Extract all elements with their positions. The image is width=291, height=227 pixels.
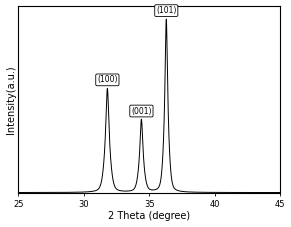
Text: (001): (001) — [131, 106, 152, 116]
Y-axis label: Intensity(a.u.): Intensity(a.u.) — [6, 66, 15, 134]
X-axis label: 2 Theta (degree): 2 Theta (degree) — [108, 211, 190, 222]
Text: (101): (101) — [156, 6, 176, 15]
Text: (100): (100) — [97, 75, 118, 84]
